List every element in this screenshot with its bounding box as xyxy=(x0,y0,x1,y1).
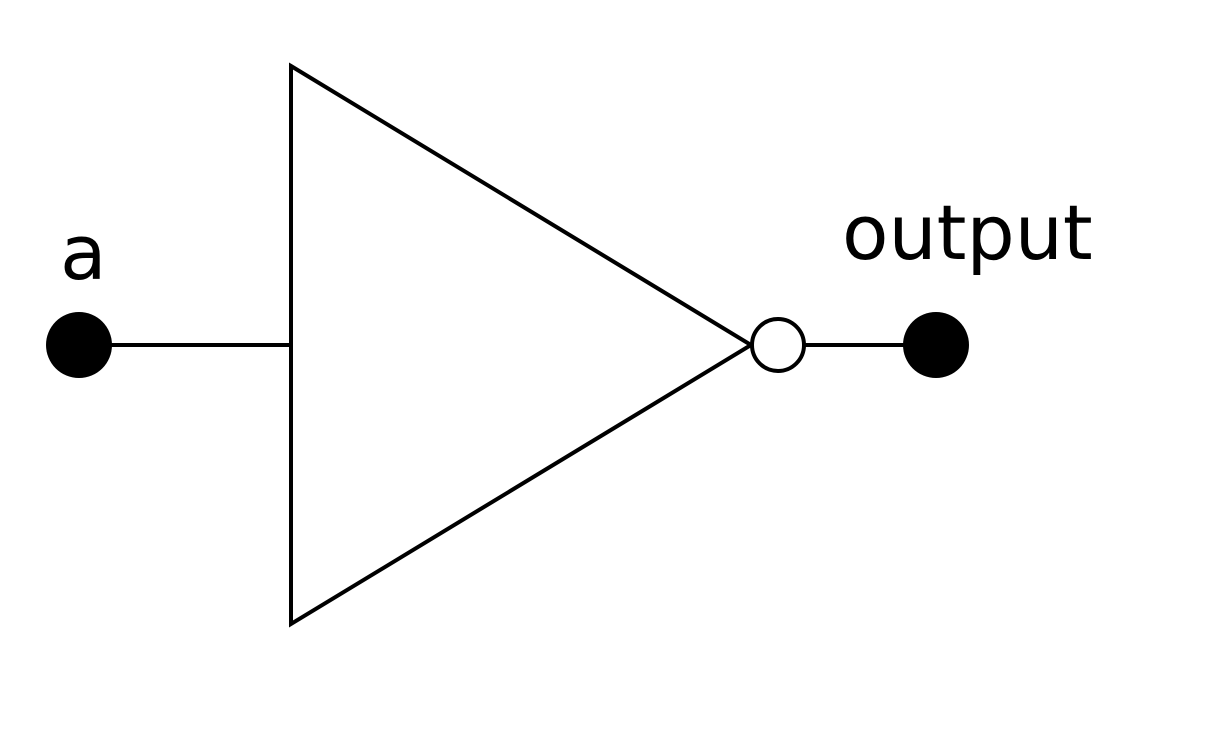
not-gate-triangle xyxy=(289,62,755,628)
output-label: output xyxy=(842,188,1093,277)
output-terminal xyxy=(903,312,969,378)
input-label: a xyxy=(60,208,107,297)
inversion-bubble xyxy=(750,317,806,373)
